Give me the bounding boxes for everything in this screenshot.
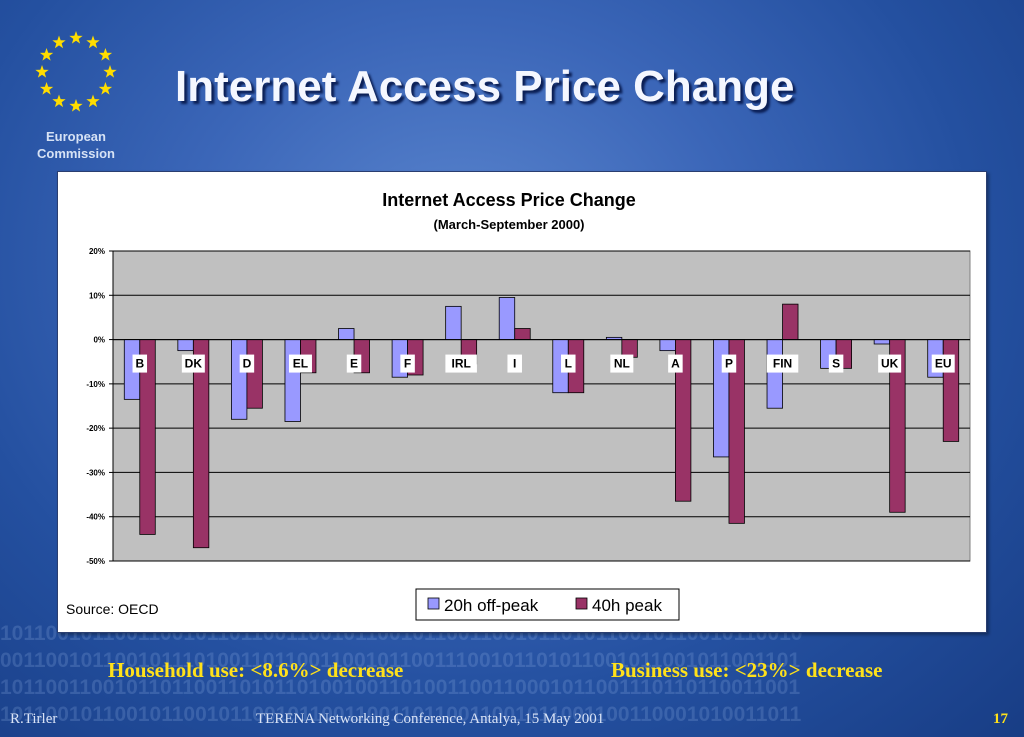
legend-swatch bbox=[427, 597, 440, 610]
bar-off-peak bbox=[498, 297, 516, 340]
eu-star-icon bbox=[39, 48, 54, 61]
author-label: R.Tirler bbox=[10, 711, 58, 727]
x-category-label-bg bbox=[766, 354, 799, 373]
x-category-label: EU bbox=[935, 357, 952, 371]
x-category-label: D bbox=[243, 357, 252, 371]
eu-star-icon bbox=[52, 35, 66, 49]
household-note: Household use: <8.6%> decrease bbox=[108, 658, 404, 682]
eu-star-icon bbox=[86, 35, 100, 49]
x-category-label: EL bbox=[293, 357, 308, 371]
x-category-label: FIN bbox=[773, 357, 792, 371]
page-number: 17 bbox=[993, 711, 1008, 727]
x-category-label-bg bbox=[561, 354, 576, 373]
bar-off-peak bbox=[766, 339, 783, 409]
logo-line-2: Commission bbox=[36, 146, 115, 161]
legend-box bbox=[415, 588, 680, 621]
bar-off-peak bbox=[231, 339, 248, 420]
x-category-label-bg bbox=[346, 354, 362, 373]
x-category-label: P bbox=[725, 357, 733, 371]
eu-star-icon bbox=[39, 82, 54, 95]
bar-peak bbox=[514, 328, 531, 340]
eu-star-icon bbox=[98, 82, 113, 95]
x-category-label-bg bbox=[507, 354, 522, 373]
x-category-label: IRL bbox=[451, 357, 470, 371]
x-category-label-bg bbox=[400, 354, 415, 373]
x-category-label-bg bbox=[721, 354, 737, 373]
legend-swatch bbox=[575, 597, 588, 610]
eu-star-icon bbox=[103, 65, 117, 78]
y-tick-label: 20% bbox=[89, 247, 105, 256]
y-tick-label: 0% bbox=[93, 336, 105, 345]
x-category-label: B bbox=[135, 357, 144, 371]
x-category-label-bg bbox=[828, 354, 844, 373]
chart-panel: Internet Access Price Change (March-Sept… bbox=[57, 171, 987, 633]
chart-title: Internet Access Price Change bbox=[382, 190, 635, 210]
eu-star-icon bbox=[69, 31, 83, 44]
x-category-label: S bbox=[832, 357, 840, 371]
x-category-label: I bbox=[513, 357, 516, 371]
logo-line-1: European bbox=[46, 129, 106, 144]
x-category-label-bg bbox=[288, 354, 312, 373]
bar-off-peak bbox=[445, 305, 462, 340]
binary-background-pattern: 1011001011001100101101100110010110010110… bbox=[0, 622, 803, 726]
chart-legend: 20h off-peak 40h peak bbox=[415, 588, 680, 621]
x-category-label: E bbox=[350, 357, 358, 371]
legend-label: 20h off-peak bbox=[444, 596, 539, 615]
x-category-label-bg bbox=[610, 354, 634, 373]
bar-off-peak bbox=[873, 339, 891, 345]
x-category-label: DK bbox=[185, 357, 203, 371]
eu-star-icon bbox=[69, 99, 83, 112]
x-category-label-bg bbox=[668, 354, 683, 373]
x-category-label-bg bbox=[445, 354, 477, 373]
bar-off-peak bbox=[338, 328, 355, 340]
european-commission-logo: European Commission bbox=[20, 30, 132, 170]
conference-label: TERENA Networking Conference, Antalya, 1… bbox=[256, 711, 605, 727]
x-category-label-bg bbox=[132, 354, 148, 373]
x-category-label: L bbox=[565, 357, 572, 371]
bar-off-peak bbox=[659, 339, 676, 352]
eu-star-icon bbox=[98, 48, 113, 61]
chart-source: Source: OECD bbox=[66, 601, 159, 617]
x-category-label-bg bbox=[239, 354, 255, 373]
y-tick-label: 10% bbox=[89, 291, 105, 300]
y-tick-label: -40% bbox=[86, 513, 105, 522]
business-note: Business use: <23%> decrease bbox=[611, 658, 883, 682]
bar-peak bbox=[782, 303, 799, 340]
eu-star-icon bbox=[35, 65, 49, 78]
eu-star-icon bbox=[86, 94, 100, 108]
y-tick-label: -50% bbox=[86, 557, 105, 566]
x-category-label-bg bbox=[878, 354, 902, 373]
x-category-label: F bbox=[404, 357, 411, 371]
bar-peak bbox=[246, 339, 263, 409]
bar-chart: Internet Access Price Change (March-Sept… bbox=[66, 190, 971, 621]
y-tick-label: -30% bbox=[86, 468, 105, 477]
legend-label: 40h peak bbox=[592, 596, 662, 615]
x-category-label: NL bbox=[614, 357, 630, 371]
y-tick-label: -10% bbox=[86, 380, 105, 389]
slide-title: Internet Access Price Change bbox=[175, 62, 795, 111]
chart-subtitle: (March-September 2000) bbox=[434, 217, 585, 232]
eu-star-icon bbox=[52, 94, 66, 108]
bar-off-peak bbox=[284, 339, 301, 422]
x-category-label: UK bbox=[881, 357, 899, 371]
x-category-label: A bbox=[671, 357, 680, 371]
y-tick-label: -20% bbox=[86, 424, 105, 433]
bar-off-peak bbox=[177, 339, 194, 352]
x-category-label-bg bbox=[931, 354, 955, 373]
x-category-label-bg bbox=[181, 354, 205, 373]
eu-stars-icon bbox=[35, 31, 117, 112]
